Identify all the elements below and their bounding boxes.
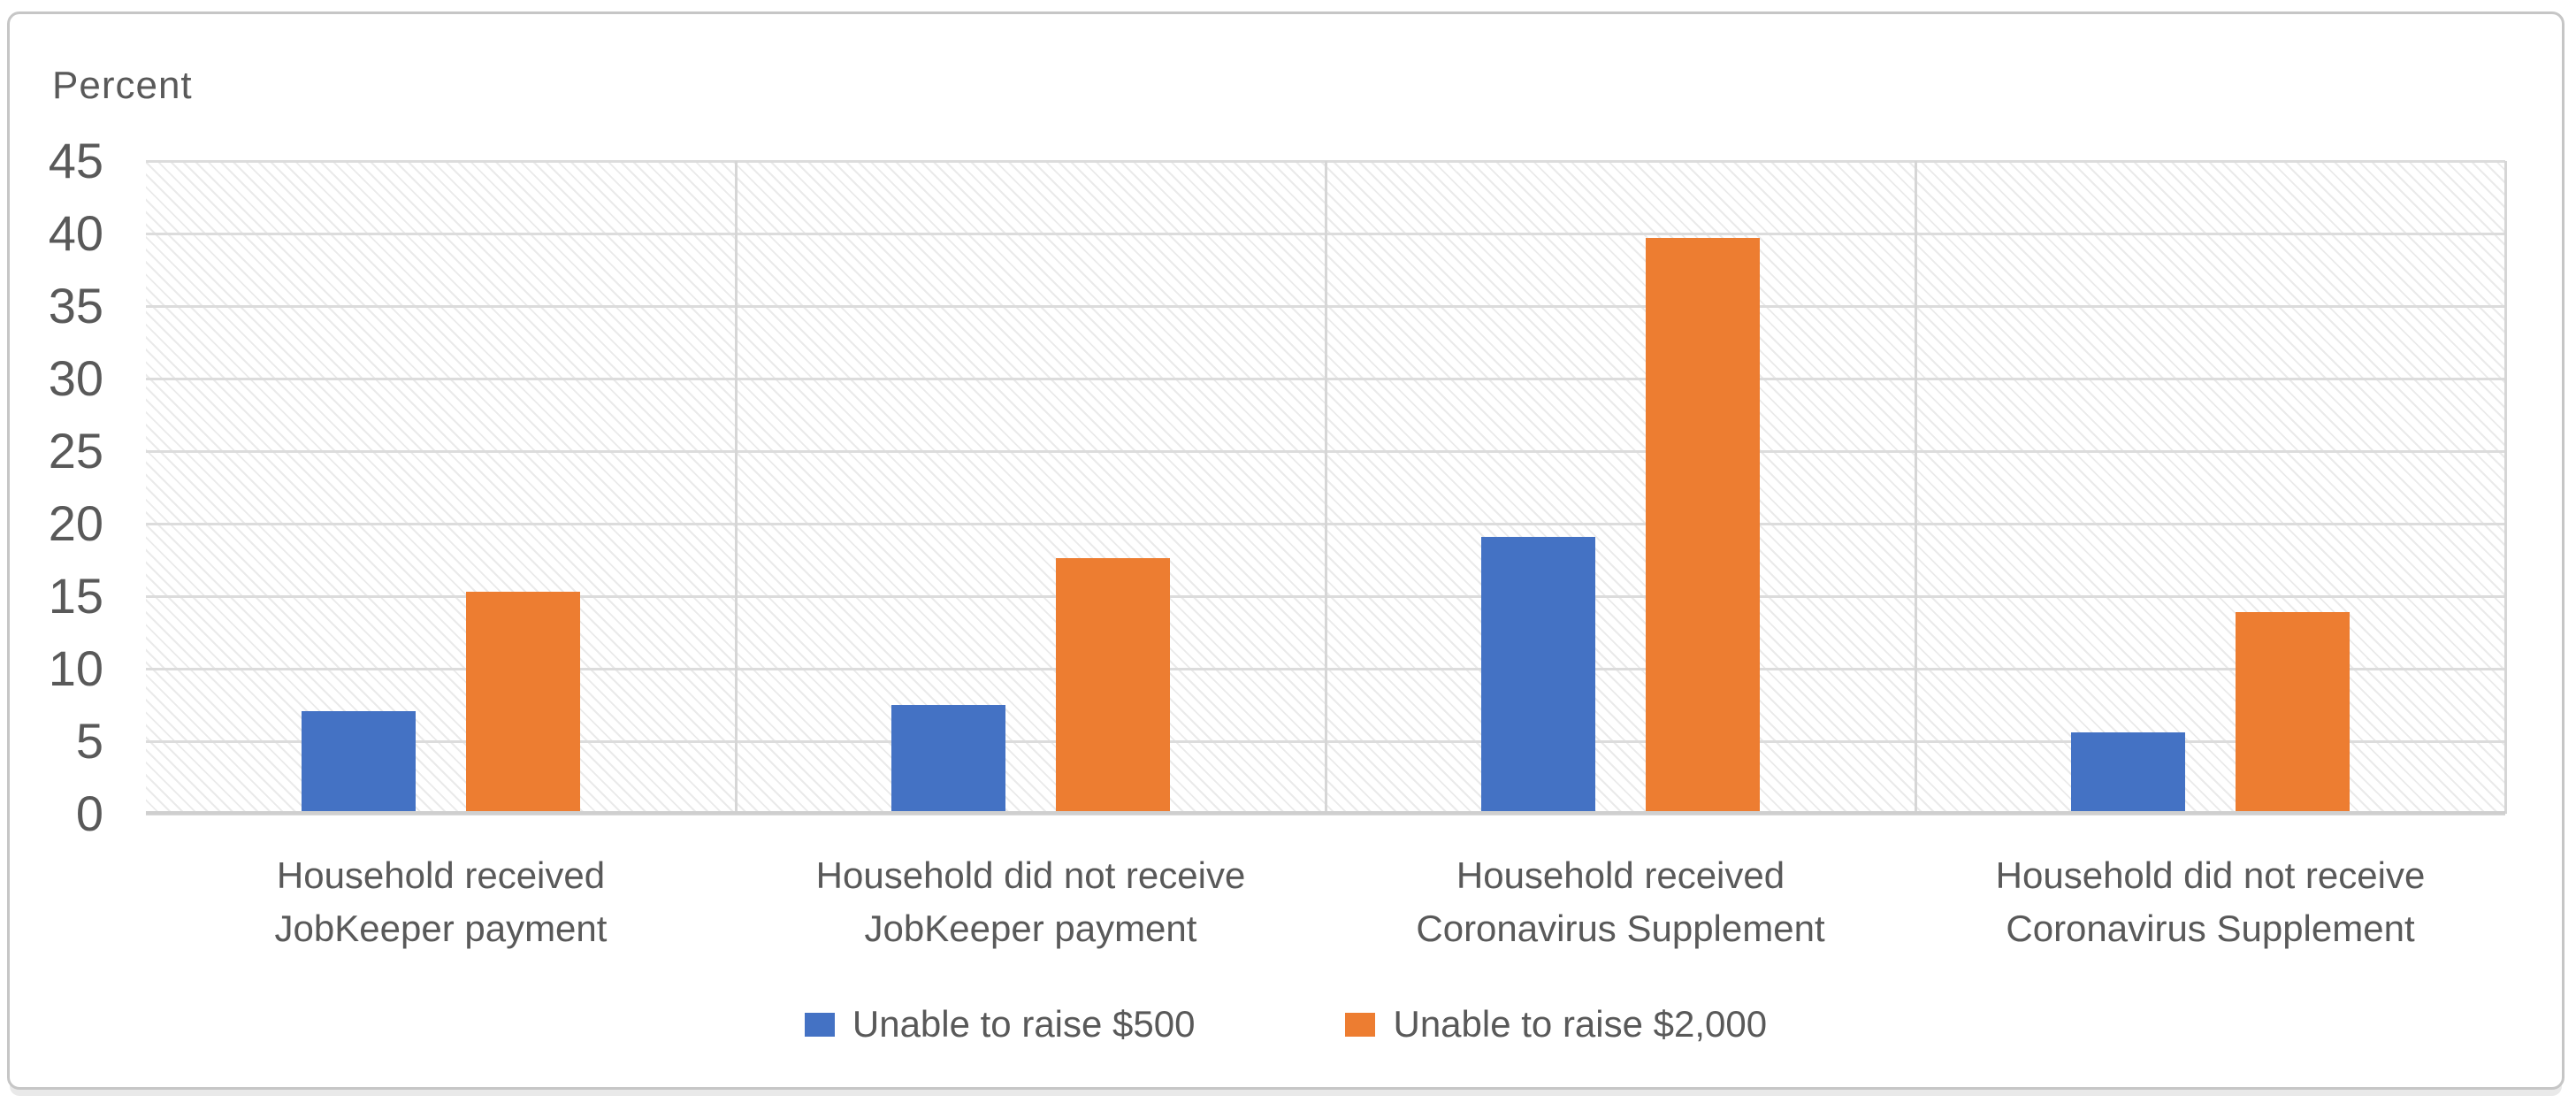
category-label-line: Household received: [1456, 854, 1785, 896]
y-tick-label: 5: [75, 713, 103, 769]
category-label: Household received JobKeeper payment: [146, 849, 736, 955]
category-label-line: Household did not receive: [815, 854, 1246, 896]
legend-item: Unable to raise $2,000: [1345, 1003, 1767, 1046]
legend: Unable to raise $500 Unable to raise $2,0…: [10, 1003, 2562, 1046]
legend-swatch-icon: [804, 1012, 835, 1037]
category-label-line: Household received: [276, 854, 606, 896]
bar-series1-cat0: [466, 592, 580, 814]
category-label-line: JobKeeper payment: [274, 908, 608, 949]
gridline-vertical: [734, 161, 738, 814]
legend-item: Unable to raise $500: [804, 1003, 1196, 1046]
bar-series0-cat3: [2071, 732, 2185, 814]
gridline-vertical: [2503, 161, 2507, 814]
y-tick-label: 0: [75, 785, 103, 841]
bar-series1-cat3: [2236, 612, 2350, 814]
gridline-vertical: [1324, 161, 1327, 814]
gridline-vertical: [1914, 161, 1917, 814]
x-axis-line: [146, 811, 2505, 815]
bar-series1-cat1: [1056, 558, 1170, 814]
legend-swatch-icon: [1345, 1012, 1376, 1037]
bar-series0-cat0: [302, 710, 416, 814]
chart-frame: Percent 45 40 35 30 25 20 15 10 5 0 Household rec…: [7, 11, 2565, 1090]
category-label-line: Coronavirus Supplement: [1416, 908, 1825, 949]
y-tick-label: 30: [48, 350, 103, 406]
legend-label: Unable to raise $500: [852, 1003, 1196, 1045]
y-tick-label: 35: [48, 278, 103, 333]
bar-series0-cat2: [1481, 536, 1595, 814]
legend-label: Unable to raise $2,000: [1393, 1003, 1768, 1045]
category-label-line: Coronavirus Supplement: [2006, 908, 2415, 949]
y-tick-label: 15: [48, 568, 103, 624]
y-tick-label: 20: [48, 495, 103, 551]
bar-series1-cat2: [1646, 237, 1760, 814]
bar-series0-cat1: [891, 705, 1005, 814]
category-label-line: JobKeeper payment: [864, 908, 1197, 949]
y-axis-title: Percent: [52, 64, 193, 107]
y-tick-label: 45: [48, 133, 103, 188]
y-tick-label: 25: [48, 423, 103, 479]
category-label: Household did not receive JobKeeper payme…: [736, 849, 1326, 955]
category-label-line: Household did not receive: [1995, 854, 2426, 896]
plot-area: [146, 159, 2507, 816]
y-tick-label: 40: [48, 205, 103, 261]
category-label: Household did not receive Coronavirus Sup…: [1915, 849, 2505, 955]
category-label: Household received Coronavirus Supplement: [1326, 849, 1915, 955]
y-tick-label: 10: [48, 640, 103, 696]
